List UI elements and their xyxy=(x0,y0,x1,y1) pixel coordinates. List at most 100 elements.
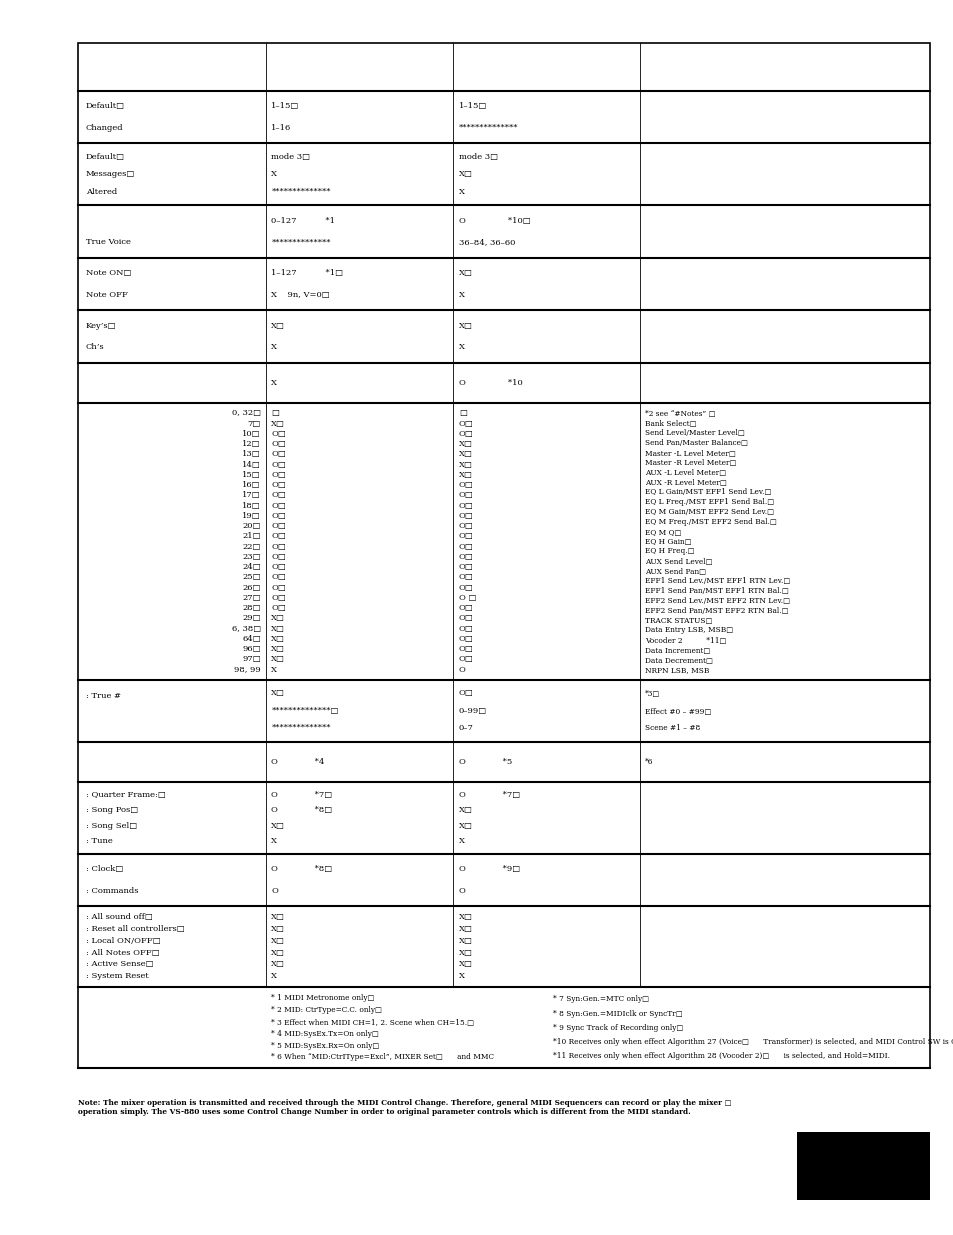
Text: O              *8□: O *8□ xyxy=(271,866,333,873)
Text: X: X xyxy=(458,290,464,299)
Text: Send Level/Master Level□: Send Level/Master Level□ xyxy=(644,429,744,437)
Text: **************: ************** xyxy=(271,238,331,246)
Text: AUX -L Level Meter□: AUX -L Level Meter□ xyxy=(644,468,726,477)
Text: O□: O□ xyxy=(271,563,286,571)
Text: O: O xyxy=(271,887,278,894)
Text: 29□: 29□ xyxy=(242,614,260,622)
Text: O□: O□ xyxy=(458,553,473,561)
Text: X: X xyxy=(271,170,277,178)
Text: mode 3□: mode 3□ xyxy=(271,153,310,161)
Text: O□: O□ xyxy=(271,501,286,510)
Text: X□: X□ xyxy=(271,821,285,830)
Text: O                *10□: O *10□ xyxy=(458,217,530,225)
Text: X□: X□ xyxy=(458,961,472,968)
Text: Scene #1 – #8: Scene #1 – #8 xyxy=(644,724,700,732)
Text: O□: O□ xyxy=(458,625,473,632)
Text: 26□: 26□ xyxy=(242,584,260,592)
Text: O□: O□ xyxy=(458,482,473,489)
Text: O□: O□ xyxy=(271,492,286,499)
Text: O□: O□ xyxy=(458,511,473,520)
Text: O□: O□ xyxy=(271,542,286,551)
Text: □: □ xyxy=(458,409,466,417)
Text: 64□: 64□ xyxy=(242,635,260,643)
Text: X    9n, V=0□: X 9n, V=0□ xyxy=(271,290,330,299)
Text: : Reset all controllers□: : Reset all controllers□ xyxy=(86,925,184,932)
Text: O □: O □ xyxy=(458,594,476,601)
Text: O□: O□ xyxy=(271,461,286,468)
Text: EFF1 Send Pan/MST EFF1 RTN Bal.□: EFF1 Send Pan/MST EFF1 RTN Bal.□ xyxy=(644,587,788,595)
Text: Note ON□: Note ON□ xyxy=(86,269,132,278)
Text: X: X xyxy=(458,343,464,351)
Text: X□: X□ xyxy=(458,322,472,330)
Text: *6: *6 xyxy=(644,758,653,766)
Text: EQ L Gain/MST EFF1 Send Lev.□: EQ L Gain/MST EFF1 Send Lev.□ xyxy=(644,488,771,496)
Text: TRACK STATUS□: TRACK STATUS□ xyxy=(644,616,712,625)
Text: 17□: 17□ xyxy=(242,492,260,499)
Text: O□: O□ xyxy=(458,573,473,582)
Text: * 5 MID:SysEx.Rx=On only□: * 5 MID:SysEx.Rx=On only□ xyxy=(271,1041,379,1050)
Text: * 9 Sync Track of Recording only□: * 9 Sync Track of Recording only□ xyxy=(552,1024,682,1031)
Text: X□: X□ xyxy=(458,925,472,932)
Text: X□: X□ xyxy=(458,471,472,479)
Text: O: O xyxy=(458,666,465,673)
Text: O              *4: O *4 xyxy=(271,758,324,766)
Text: O□: O□ xyxy=(458,542,473,551)
Text: Ch’s: Ch’s xyxy=(86,343,105,351)
Text: X□: X□ xyxy=(458,937,472,945)
Text: O□: O□ xyxy=(458,689,473,698)
Text: O              *7□: O *7□ xyxy=(271,790,333,799)
Text: X□: X□ xyxy=(271,961,285,968)
Text: O□: O□ xyxy=(458,501,473,510)
Text: O□: O□ xyxy=(271,553,286,561)
Text: 1–15□: 1–15□ xyxy=(458,103,487,110)
Text: 96□: 96□ xyxy=(242,645,260,653)
Text: O□: O□ xyxy=(458,584,473,592)
Text: : System Reset: : System Reset xyxy=(86,972,149,981)
Text: * 7 Syn:Gen.=MTC only□: * 7 Syn:Gen.=MTC only□ xyxy=(552,995,648,1003)
Text: X□: X□ xyxy=(271,625,285,632)
Text: O□: O□ xyxy=(458,492,473,499)
Text: : Clock□: : Clock□ xyxy=(86,866,123,873)
Text: 97□: 97□ xyxy=(242,656,260,663)
Text: O□: O□ xyxy=(458,430,473,437)
Text: EFF2 Send Pan/MST EFF2 RTN Bal.□: EFF2 Send Pan/MST EFF2 RTN Bal.□ xyxy=(644,606,788,615)
Text: X□: X□ xyxy=(458,948,472,957)
Text: EFF2 Send Lev./MST EFF2 RTN Lev.□: EFF2 Send Lev./MST EFF2 RTN Lev.□ xyxy=(644,597,790,605)
Text: X: X xyxy=(271,666,277,673)
Text: 1–127           *1□: 1–127 *1□ xyxy=(271,269,343,278)
Text: 18□: 18□ xyxy=(242,501,260,510)
Text: 36–84, 36–60: 36–84, 36–60 xyxy=(458,238,515,246)
Text: EFF1 Send Lev./MST EFF1 RTN Lev.□: EFF1 Send Lev./MST EFF1 RTN Lev.□ xyxy=(644,577,790,585)
Text: 1–16: 1–16 xyxy=(271,124,292,132)
Text: O□: O□ xyxy=(271,482,286,489)
Text: 25□: 25□ xyxy=(242,573,260,582)
Text: EQ M Q□: EQ M Q□ xyxy=(644,527,681,536)
Text: O□: O□ xyxy=(271,584,286,592)
Text: Altered: Altered xyxy=(86,188,117,195)
Text: X□: X□ xyxy=(458,170,472,178)
Text: : Tune: : Tune xyxy=(86,837,112,845)
Text: Master -R Level Meter□: Master -R Level Meter□ xyxy=(644,458,736,467)
Text: *10 Receives only when effect Algorithm 27 (Voice□      Transformer) is selected: *10 Receives only when effect Algorithm … xyxy=(552,1037,953,1046)
Text: Data Increment□: Data Increment□ xyxy=(644,646,710,655)
Text: X□: X□ xyxy=(271,635,285,643)
Text: 0–127           *1: 0–127 *1 xyxy=(271,217,335,225)
Text: X: X xyxy=(271,379,277,387)
Text: X□: X□ xyxy=(458,440,472,448)
Text: O□: O□ xyxy=(271,430,286,437)
Text: *2 see “#Notes” □: *2 see “#Notes” □ xyxy=(644,409,715,417)
Text: O□: O□ xyxy=(458,645,473,653)
Text: : All sound off□: : All sound off□ xyxy=(86,913,152,921)
Text: O                *10: O *10 xyxy=(458,379,522,387)
Text: Note: The mixer operation is transmitted and received through the MIDI Control C: Note: The mixer operation is transmitted… xyxy=(78,1099,731,1116)
Text: mode 3□: mode 3□ xyxy=(458,153,497,161)
Bar xyxy=(796,1132,929,1200)
Text: X: X xyxy=(458,188,464,195)
Text: 19□: 19□ xyxy=(242,511,260,520)
Text: EQ L Freq./MST EFF1 Send Bal.□: EQ L Freq./MST EFF1 Send Bal.□ xyxy=(644,498,774,506)
Text: 6, 38□: 6, 38□ xyxy=(232,625,260,632)
Text: X□: X□ xyxy=(271,614,285,622)
Text: : All Notes OFF□: : All Notes OFF□ xyxy=(86,948,159,957)
Text: 98, 99: 98, 99 xyxy=(233,666,260,673)
Text: Send Pan/Master Balance□: Send Pan/Master Balance□ xyxy=(644,438,747,447)
